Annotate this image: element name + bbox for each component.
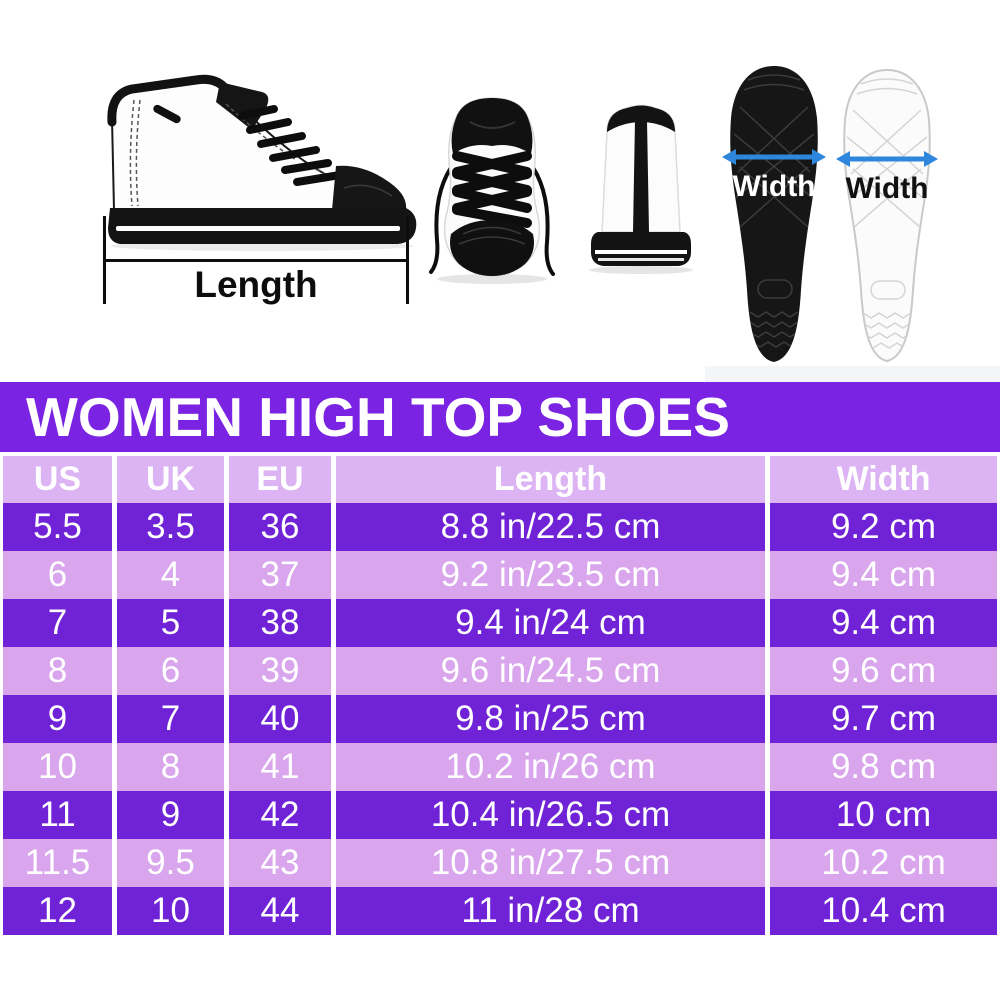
table-cell: 43: [229, 839, 331, 887]
table-cell: 9.8 in/25 cm: [336, 695, 765, 743]
table-cell: 10.2 cm: [770, 839, 997, 887]
length-line: [103, 259, 409, 262]
sole-tread: [733, 74, 815, 348]
table-cell: 10: [3, 743, 112, 791]
shoe-back-view-image: [589, 104, 693, 274]
table-row: 11 9 42 10.4 in/26.5 cm 10 cm: [0, 791, 1000, 839]
table-cell: 10.4 cm: [770, 887, 997, 935]
width-arrow-icon: [836, 151, 938, 167]
laces: [238, 105, 344, 186]
table-cell: 44: [229, 887, 331, 935]
table-cell: 9.2 cm: [770, 503, 997, 551]
table-cell: 10 cm: [770, 791, 997, 839]
table-row: 8 6 39 9.6 in/24.5 cm 9.6 cm: [0, 647, 1000, 695]
table-row: 6 4 37 9.2 in/23.5 cm 9.4 cm: [0, 551, 1000, 599]
sole-tread: [846, 78, 928, 349]
table-cell: 37: [229, 551, 331, 599]
length-label: Length: [194, 264, 318, 305]
table-cell: 9.2 in/23.5 cm: [336, 551, 765, 599]
laces: [452, 151, 532, 228]
table-cell: 6: [3, 551, 112, 599]
table-cell: 10.2 in/26 cm: [336, 743, 765, 791]
column-header-width: Width: [770, 456, 997, 503]
photo-edge-strip: [705, 366, 1000, 382]
table-cell: 9.6 cm: [770, 647, 997, 695]
table-cell: 38: [229, 599, 331, 647]
table-cell: 7: [3, 599, 112, 647]
table-cell: 9.8 cm: [770, 743, 997, 791]
table-row: 12 10 44 11 in/28 cm 10.4 cm: [0, 887, 1000, 935]
table-cell: 5.5: [3, 503, 112, 551]
table-row: 7 5 38 9.4 in/24 cm 9.4 cm: [0, 599, 1000, 647]
table-rows: 5.5 3.5 36 8.8 in/22.5 cm 9.2 cm 6 4 37 9.2 in/2…: [0, 503, 1000, 935]
table-cell: 4: [117, 551, 224, 599]
table-cell: 7: [117, 695, 224, 743]
table-header-row: US UK EU Length Width: [0, 456, 1000, 503]
sole-white-image: Width: [836, 68, 938, 363]
table-cell: 36: [229, 503, 331, 551]
chart-title: WOMEN HIGH TOP SHOES: [0, 382, 1000, 452]
table-cell: 9.4 in/24 cm: [336, 599, 765, 647]
table-cell: 8: [3, 647, 112, 695]
table-cell: 40: [229, 695, 331, 743]
shoe-front-view-image: [429, 97, 555, 284]
table-cell: 11.5: [3, 839, 112, 887]
table-cell: 9: [117, 791, 224, 839]
size-chart-table: WOMEN HIGH TOP SHOES US UK EU Length Wid…: [0, 382, 1000, 935]
table-cell: 9.6 in/24.5 cm: [336, 647, 765, 695]
width-label-white-sole: Width: [845, 172, 928, 205]
table-cell: 10.8 in/27.5 cm: [336, 839, 765, 887]
table-cell: 5: [117, 599, 224, 647]
table-cell: 9.4 cm: [770, 551, 997, 599]
size-grid: US UK EU Length Width 5.5 3.5 36 8.8 in/22.…: [0, 456, 1000, 935]
table-cell: 9.5: [117, 839, 224, 887]
column-header-eu: EU: [229, 456, 331, 503]
table-cell: 11: [3, 791, 112, 839]
width-arrow-icon: [722, 149, 826, 165]
table-cell: 3.5: [117, 503, 224, 551]
table-cell: 8.8 in/22.5 cm: [336, 503, 765, 551]
table-cell: 39: [229, 647, 331, 695]
table-cell: 12: [3, 887, 112, 935]
title-separator: [0, 452, 1000, 456]
table-cell: 10: [117, 887, 224, 935]
table-cell: 10.4 in/26.5 cm: [336, 791, 765, 839]
table-cell: 6: [117, 647, 224, 695]
table-row: 9 7 40 9.8 in/25 cm 9.7 cm: [0, 695, 1000, 743]
table-row: 10 8 41 10.2 in/26 cm 9.8 cm: [0, 743, 1000, 791]
table-row: 11.5 9.5 43 10.8 in/27.5 cm 10.2 cm: [0, 839, 1000, 887]
table-cell: 11 in/28 cm: [336, 887, 765, 935]
shoe-side-view-image: [107, 74, 417, 251]
table-cell: 9.7 cm: [770, 695, 997, 743]
column-header-us: US: [3, 456, 112, 503]
table-cell: 9: [3, 695, 112, 743]
table-row: 5.5 3.5 36 8.8 in/22.5 cm 9.2 cm: [0, 503, 1000, 551]
table-cell: 41: [229, 743, 331, 791]
table-cell: 9.4 cm: [770, 599, 997, 647]
column-header-uk: UK: [117, 456, 224, 503]
sole-black-image: Width: [722, 66, 826, 362]
table-cell: 42: [229, 791, 331, 839]
width-label-black-sole: Width: [732, 170, 815, 203]
table-cell: 8: [117, 743, 224, 791]
column-header-length: Length: [336, 456, 765, 503]
